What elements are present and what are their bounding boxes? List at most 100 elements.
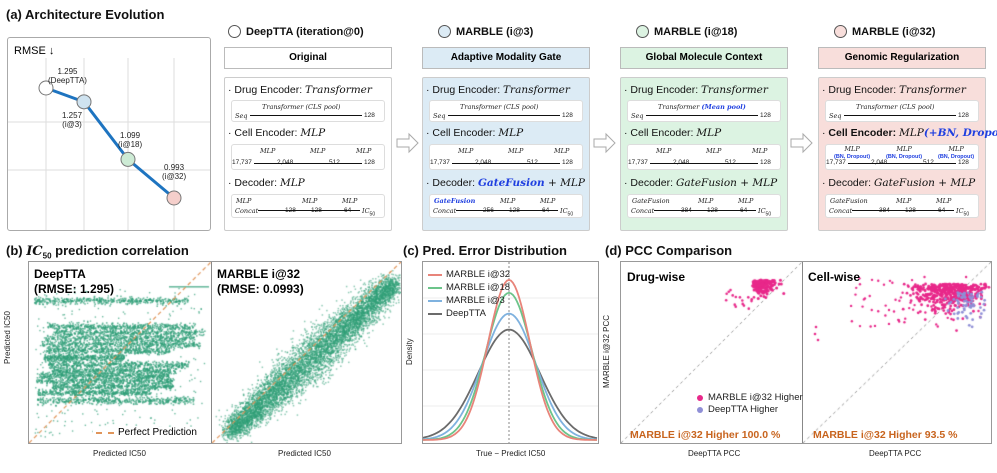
cell-encoder-diagram: MLP (BN, Dropout) MLP (BN, Dropout) MLP (BN… [825, 144, 979, 170]
purple-dot-icon [697, 406, 703, 413]
legend-line-icon [428, 273, 442, 276]
arch-column-3: MARBLE (i@32) Genomic Regularization · D… [812, 0, 997, 240]
density-plot: MARBLE i@32 MARBLE i@18 MARBLE i@3 DeepTTA [422, 261, 599, 444]
column-header: MARBLE (i@32) [834, 25, 935, 38]
panel-b-xlabel-left: Predicted IC50 [93, 449, 146, 458]
decoder-label: · Decoder: MLP [228, 177, 305, 189]
cell-encoder-label: · Cell Encoder: MLP [426, 127, 524, 139]
cell-encoder-label: · Cell Encoder: MLP [228, 127, 326, 139]
density-curve-3 [423, 328, 598, 439]
cell-encoder-label: · Cell Encoder: MLP [624, 127, 722, 139]
decoder-diagram: GateFusion MLP MLP Concat 384 128 64 IC5… [825, 194, 979, 218]
rmse-series-line [45, 86, 175, 200]
pcc-legend: MARBLE i@32 Higher DeepTTA Higher [697, 392, 803, 415]
stage-name: Genomic Regularization [818, 47, 986, 69]
drug-encoder-diagram: Transformer (CLS pool) Seq 128 [429, 100, 583, 122]
panel-d-xlabel-left: DeepTTA PCC [688, 449, 741, 458]
panel-b-divider [211, 262, 212, 443]
rmse-label: RMSE ↓ [14, 45, 55, 57]
density-legend-item: DeepTTA [428, 307, 510, 320]
drug-encoder-label: · Drug Encoder: Transformer [426, 84, 570, 96]
rmse-pt0-label: 1.295 (DeepTTA) [48, 67, 87, 85]
deeptta-scatter-title: DeepTTA (RMSE: 1.295) [34, 267, 115, 296]
drug-encoder-label: · Drug Encoder: Transformer [228, 84, 372, 96]
module-card: · Drug Encoder: Transformer Transformer … [620, 77, 788, 231]
panel-c-title: (c) Pred. Error Distribution [403, 243, 567, 258]
cell-wise-title: Cell-wise [808, 270, 861, 284]
legend-line-icon [428, 299, 442, 302]
legend-line-icon [428, 312, 442, 315]
stage-circle-icon [438, 25, 451, 38]
density-curve-2 [423, 312, 598, 441]
dashed-line-icon [96, 431, 114, 434]
drug-encoder-label: · Drug Encoder: Transformer [822, 84, 966, 96]
column-header: MARBLE (i@18) [636, 25, 737, 38]
panel-d-title: (d) PCC Comparison [605, 243, 733, 258]
density-legend-item: MARBLE i@32 [428, 268, 510, 281]
column-header: MARBLE (i@3) [438, 25, 533, 38]
decoder-label: · Decoder: GateFusion + MLP [822, 177, 976, 189]
stage-circle-icon [834, 25, 847, 38]
decoder-label: · Decoder: GateFusion + MLP [624, 177, 778, 189]
density-legend-item: MARBLE i@3 [428, 294, 510, 307]
arrow-1 [396, 132, 419, 154]
rmse-point-3 [166, 190, 182, 206]
cell-encoder-diagram: MLP MLP MLP 17,737 2,048 512 128 [231, 144, 385, 170]
module-card: · Drug Encoder: Transformer Transformer … [422, 77, 590, 231]
column-header: DeepTTA (iteration@0) [228, 25, 364, 38]
cell-encoder-label: · Cell Encoder: MLP(+BN, Dropout) [822, 127, 997, 139]
rmse-point-2 [120, 151, 136, 167]
panel-c-ylabel: Density [405, 338, 414, 365]
perfect-prediction-legend: Perfect Prediction [93, 427, 200, 438]
rmse-pt3-label: 0.993 (i@32) [162, 163, 187, 181]
panel-b-xlabel-right: Predicted IC50 [278, 449, 331, 458]
drug-encoder-label: · Drug Encoder: Transformer [624, 84, 768, 96]
module-card: · Drug Encoder: Transformer Transformer … [224, 77, 392, 231]
decoder-label: · Decoder: GateFusion + MLP [426, 177, 585, 189]
panel-b-ylabel: Predicted IC50 [3, 311, 12, 364]
decoder-diagram: GateFusion MLP MLP Concat 256 128 64 IC5… [429, 194, 583, 218]
stage-name: Global Molecule Context [620, 47, 788, 69]
panel-d-divider [802, 262, 803, 443]
rmse-point-0 [38, 80, 54, 96]
decoder-diagram: GateFusion MLP MLP Concat 384 128 64 IC5… [627, 194, 781, 218]
drug-encoder-diagram: Transformer (CLS pool) Seq 128 [231, 100, 385, 122]
panel-a-title: (a) Architecture Evolution [6, 7, 165, 22]
cell-wise-stat: MARBLE i@32 Higher 93.5 % [813, 429, 958, 441]
arrow-2 [593, 132, 616, 154]
column-arrows [396, 132, 813, 154]
panel-b-title: (b) IC50 prediction correlation [6, 243, 189, 261]
drug-wise-title: Drug-wise [627, 270, 686, 284]
pcc-panel: Drug-wise Cell-wise MARBLE i@32 Higher D… [620, 261, 992, 444]
cell-encoder-diagram: MLP MLP MLP 17,737 2,048 512 128 [627, 144, 781, 170]
drug-wise-stat: MARBLE i@32 Higher 100.0 % [630, 429, 781, 441]
legend-line-icon [428, 286, 442, 289]
scatter-panel-b: DeepTTA (RMSE: 1.295) MARBLE i@32 (RMSE: 0… [28, 261, 402, 444]
stage-circle-icon [636, 25, 649, 38]
drug-encoder-diagram: Transformer (CLS pool) Seq 128 [825, 100, 979, 122]
panel-d-xlabel-right: DeepTTA PCC [869, 449, 922, 458]
drug-encoder-diagram: Transformer (Mean pool) Seq 128 [627, 100, 781, 122]
stage-circle-icon [228, 25, 241, 38]
cell-encoder-diagram: MLP MLP MLP 17,737 2,048 512 128 [429, 144, 583, 170]
stage-name: Original [224, 47, 392, 69]
arch-column-2: MARBLE (i@18) Global Molecule Context · … [614, 0, 794, 240]
rmse-point-1 [76, 94, 92, 110]
panel-c-xlabel: True − Predict IC50 [476, 449, 546, 458]
rmse-chart [8, 58, 210, 230]
arch-column-1: MARBLE (i@3) Adaptive Modality Gate · Dr… [416, 0, 596, 240]
panel-d-ylabel: MARBLE i@32 PCC [602, 314, 611, 388]
pcc-canvas [621, 262, 991, 443]
stage-name: Adaptive Modality Gate [422, 47, 590, 69]
pink-dot-icon [697, 394, 703, 401]
marble-scatter-title: MARBLE i@32 (RMSE: 0.0993) [217, 267, 304, 296]
density-legend: MARBLE i@32 MARBLE i@18 MARBLE i@3 DeepTTA [428, 268, 510, 320]
rmse-pt1-label: 1.257 (i@3) [62, 111, 83, 129]
module-card: · Drug Encoder: Transformer Transformer … [818, 77, 997, 231]
density-curve-0 [423, 279, 597, 441]
scatter-b-canvas [29, 262, 401, 443]
rmse-pt2-label: 1.099 (i@18) [118, 131, 143, 149]
decoder-diagram: MLP MLP MLP Concat 128 128 64 IC50 [231, 194, 385, 218]
rmse-chart-box: RMSE ↓ 1.295 (DeepTTA) 1.257 (i@3) 1.099 (i… [7, 37, 211, 231]
